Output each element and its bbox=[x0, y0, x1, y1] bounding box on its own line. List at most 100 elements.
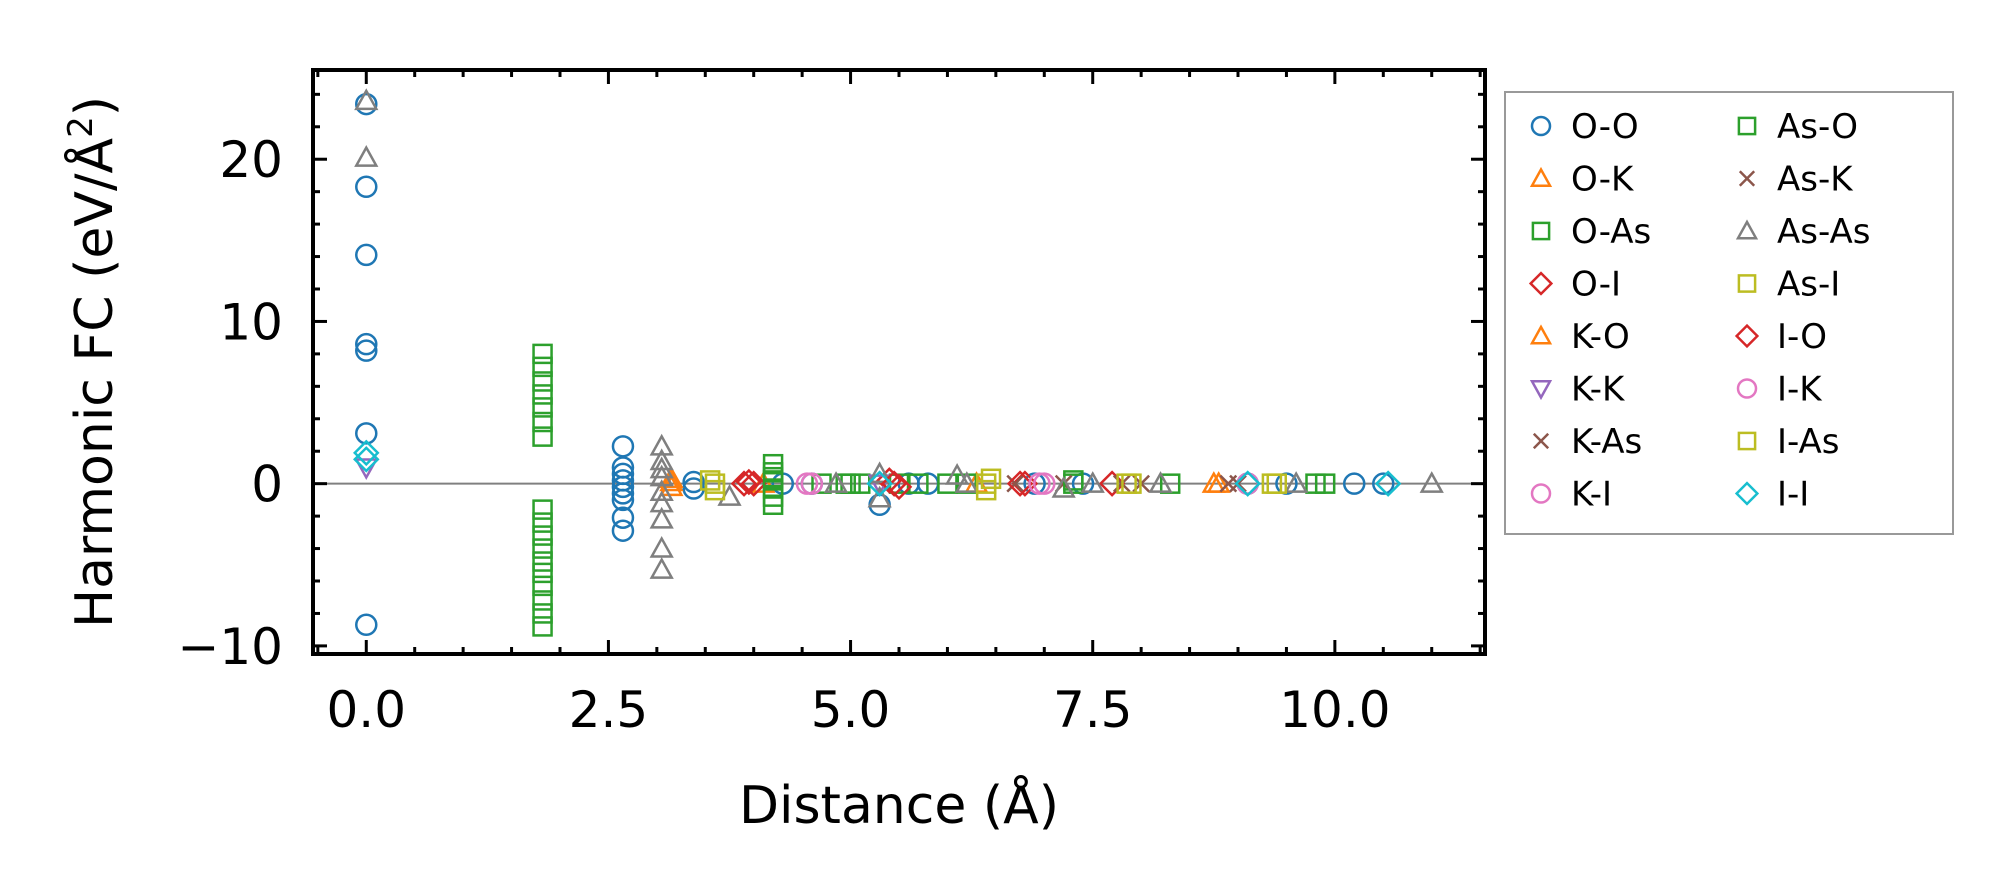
legend-item-as-k: As-K bbox=[1738, 160, 1854, 200]
x-tick-label: 5.0 bbox=[811, 681, 891, 739]
y-tick-label: 10 bbox=[219, 293, 283, 351]
point-o-as bbox=[532, 356, 553, 378]
legend-label-o-k: O-K bbox=[1571, 160, 1635, 200]
point-as-k-stroke bbox=[1229, 474, 1247, 493]
legend-label-i-k: I-K bbox=[1777, 370, 1823, 410]
point-o-o bbox=[355, 92, 378, 116]
point-o-o bbox=[355, 243, 378, 267]
point-i-i bbox=[1234, 470, 1261, 497]
axis-ticks: 0.0 2.5 5.0 7.5 10.0 −10 0 10 20 bbox=[177, 70, 1485, 739]
legend-marker-i-o bbox=[1734, 323, 1760, 349]
point-o-as bbox=[532, 426, 553, 447]
series-as-as bbox=[354, 88, 1444, 579]
point-as-o bbox=[762, 466, 784, 488]
legend-marker-as-as bbox=[1735, 219, 1759, 240]
point-i-o bbox=[1006, 470, 1034, 497]
point-o-o bbox=[611, 475, 635, 499]
point-i-k bbox=[795, 472, 819, 495]
legend-item-o-k: O-K bbox=[1529, 160, 1635, 200]
point-as-as bbox=[1051, 475, 1076, 498]
point-o-as bbox=[532, 371, 553, 392]
point-o-o bbox=[1372, 472, 1395, 495]
legend-marker-i-as bbox=[1737, 431, 1757, 451]
point-o-as bbox=[532, 538, 553, 559]
point-o-o bbox=[355, 339, 378, 362]
legend-marker-k-as bbox=[1532, 432, 1550, 450]
point-o-as bbox=[532, 397, 553, 418]
point-as-as bbox=[1419, 471, 1444, 493]
x-tick-label: 7.5 bbox=[1053, 681, 1133, 739]
point-i-i bbox=[353, 439, 380, 467]
point-o-as bbox=[532, 499, 553, 520]
point-o-o bbox=[611, 488, 635, 512]
point-o-o bbox=[682, 470, 705, 494]
legend-item-i-k: I-K bbox=[1736, 370, 1823, 410]
point-as-as bbox=[354, 88, 379, 111]
point-as-as bbox=[867, 485, 892, 508]
legend-marker-as-o bbox=[1737, 116, 1757, 136]
legend-item-as-o: As-O bbox=[1737, 107, 1858, 147]
legend-label-as-k: As-K bbox=[1777, 160, 1854, 200]
legend-marker-k-k bbox=[1529, 380, 1553, 401]
legend-label-as-o: As-O bbox=[1777, 107, 1858, 147]
legend-item-i-as: I-As bbox=[1737, 422, 1840, 462]
legend-item-k-as: K-As bbox=[1532, 422, 1642, 462]
point-i-as bbox=[975, 479, 997, 501]
point-as-as bbox=[1080, 471, 1105, 493]
point-as-as bbox=[823, 471, 849, 493]
series-k-o bbox=[659, 469, 1226, 493]
point-o-as bbox=[532, 384, 553, 405]
legend-item-i-o: I-O bbox=[1734, 317, 1827, 357]
legend-item-as-as: As-As bbox=[1735, 212, 1870, 252]
legend-label-as-i: As-I bbox=[1777, 265, 1840, 305]
legend-item-o-i: O-I bbox=[1528, 265, 1621, 305]
legend-item-o-o: O-O bbox=[1530, 107, 1639, 147]
point-as-as bbox=[1148, 471, 1173, 493]
legend-marker-o-as bbox=[1531, 221, 1551, 241]
point-o-as bbox=[532, 512, 553, 533]
point-k-o bbox=[1201, 471, 1226, 493]
point-as-as bbox=[649, 535, 674, 558]
point-o-o bbox=[355, 332, 378, 356]
point-o-as bbox=[908, 473, 929, 494]
legend-marker-as-k bbox=[1738, 170, 1756, 187]
point-o-o bbox=[611, 519, 635, 542]
legend: O-O O-K O-As O-I K-O K-K K-As K-I As-O As-K As-As A… bbox=[1504, 91, 1954, 535]
series-i-i bbox=[353, 439, 1402, 497]
data-markers bbox=[353, 88, 1444, 637]
point-o-as bbox=[532, 411, 553, 433]
legend-marker-k-i bbox=[1530, 483, 1552, 504]
point-o-as bbox=[762, 494, 784, 516]
point-o-i bbox=[730, 470, 758, 497]
point-as-as bbox=[354, 145, 379, 167]
point-o-o bbox=[1342, 472, 1366, 495]
point-o-as bbox=[532, 562, 553, 584]
point-as-as bbox=[1283, 471, 1309, 493]
legend-label-as-as: As-As bbox=[1777, 212, 1870, 252]
point-o-o bbox=[611, 482, 635, 505]
point-o-as bbox=[532, 343, 553, 365]
point-o-as bbox=[532, 590, 553, 611]
y-axis-label: Harmonic FC (eV/Å2) bbox=[61, 96, 125, 628]
point-o-i bbox=[1011, 470, 1039, 497]
legend-label-i-o: I-O bbox=[1777, 317, 1827, 357]
point-o-as bbox=[532, 616, 553, 637]
point-as-as bbox=[649, 464, 674, 487]
legend-marker-o-i bbox=[1528, 271, 1554, 296]
point-as-as bbox=[867, 461, 892, 484]
legend-label-k-o: K-O bbox=[1571, 317, 1630, 357]
legend-marker-as-k-stroke bbox=[1738, 170, 1756, 187]
point-o-o bbox=[355, 175, 378, 199]
point-o-as bbox=[532, 551, 553, 572]
y-tick-label: 20 bbox=[219, 131, 283, 189]
legend-marker-i-k bbox=[1736, 378, 1758, 399]
point-i-as bbox=[1261, 473, 1283, 494]
legend-label-k-k: K-K bbox=[1571, 370, 1626, 410]
point-as-k bbox=[1229, 474, 1247, 493]
legend-marker-k-o bbox=[1529, 324, 1553, 345]
x-axis-label: Distance (Å) bbox=[739, 774, 1059, 836]
legend-label-o-as: O-As bbox=[1571, 212, 1651, 252]
y-tick-label: −10 bbox=[177, 618, 283, 676]
point-i-o bbox=[735, 468, 763, 496]
point-o-as bbox=[532, 525, 553, 546]
